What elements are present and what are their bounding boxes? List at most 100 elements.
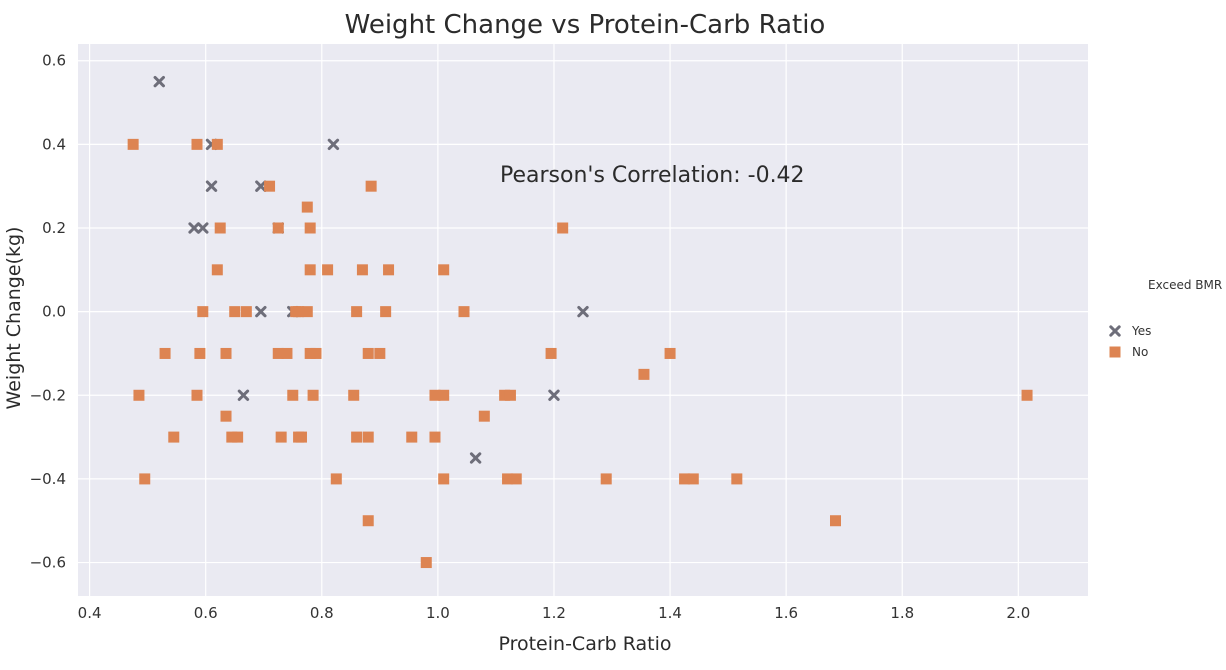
x-tick-label: 1.6 bbox=[774, 604, 798, 622]
data-point-no bbox=[211, 264, 223, 276]
data-point-no bbox=[731, 473, 743, 485]
y-tick-label: 0.2 bbox=[42, 219, 66, 237]
data-point-no bbox=[191, 138, 203, 150]
data-point-yes bbox=[237, 389, 250, 401]
data-point-no bbox=[127, 138, 139, 150]
data-point-no bbox=[272, 222, 284, 234]
y-tick-label: −0.4 bbox=[30, 470, 66, 488]
data-point-yes bbox=[577, 305, 589, 318]
data-point-no bbox=[679, 473, 691, 485]
data-point-no bbox=[830, 515, 841, 527]
data-point-yes bbox=[469, 452, 482, 464]
data-point-yes bbox=[327, 138, 340, 151]
data-point-yes bbox=[205, 180, 218, 192]
y-tick-label: 0.0 bbox=[42, 303, 66, 321]
data-point-no bbox=[383, 264, 395, 276]
x-tick-label: 1.4 bbox=[658, 604, 682, 622]
data-point-no bbox=[211, 138, 223, 150]
data-point-yes bbox=[255, 305, 267, 318]
data-point-yes bbox=[188, 222, 200, 234]
data-point-no bbox=[240, 306, 252, 318]
data-point-no bbox=[1021, 389, 1033, 401]
data-point-no bbox=[362, 431, 374, 443]
data-point-no bbox=[638, 368, 650, 380]
data-point-no bbox=[287, 389, 299, 401]
data-point-no bbox=[133, 389, 145, 401]
x-tick-label: 1.2 bbox=[542, 604, 566, 622]
data-point-no bbox=[478, 410, 490, 422]
data-point-no bbox=[281, 347, 293, 359]
data-point-no bbox=[438, 389, 450, 401]
correlation-annotation: Pearson's Correlation: -0.42 bbox=[500, 163, 805, 188]
data-point-no bbox=[351, 306, 363, 318]
x-tick-label: 2.0 bbox=[1006, 604, 1030, 622]
data-point-yes bbox=[197, 222, 209, 234]
data-point-no bbox=[322, 264, 334, 276]
x-tick-label: 0.6 bbox=[194, 604, 218, 622]
x-tick-label: 1.0 bbox=[426, 604, 450, 622]
data-point-no bbox=[301, 306, 313, 318]
data-point-no bbox=[458, 306, 470, 318]
legend-label-no: No bbox=[1132, 345, 1148, 359]
legend-label-yes: Yes bbox=[1131, 324, 1151, 338]
data-point-no bbox=[304, 222, 316, 234]
data-point-no bbox=[197, 306, 209, 318]
data-point-no bbox=[304, 347, 316, 359]
legend-square-marker bbox=[1109, 346, 1121, 358]
data-point-no bbox=[295, 431, 307, 443]
data-point-no bbox=[406, 431, 418, 443]
y-tick-label: 0.6 bbox=[42, 52, 66, 70]
data-point-no bbox=[301, 201, 313, 213]
chart-title: Weight Change vs Protein-Carb Ratio bbox=[345, 10, 826, 40]
y-tick-labels: 0.6 0.4 0.2 0.0 −0.2 −0.4 −0.6 bbox=[30, 52, 66, 572]
data-point-no bbox=[380, 306, 392, 318]
data-point-no bbox=[159, 347, 171, 359]
data-point-no bbox=[502, 473, 514, 485]
legend-marker-no bbox=[1109, 346, 1121, 358]
data-point-no bbox=[232, 431, 244, 443]
legend-x-marker bbox=[1109, 325, 1121, 337]
data-point-no bbox=[504, 389, 516, 401]
plot-area bbox=[78, 44, 1088, 596]
legend-marker-yes bbox=[1109, 325, 1121, 337]
grid-x bbox=[89, 44, 1019, 596]
legend-title: Exceed BMR bbox=[1148, 278, 1222, 292]
data-point-no bbox=[310, 347, 322, 359]
data-point-no bbox=[307, 389, 319, 401]
data-point-no bbox=[438, 473, 450, 485]
data-point-no bbox=[438, 264, 450, 276]
y-axis-label: Weight Change(kg) bbox=[3, 227, 25, 410]
data-point-no bbox=[214, 222, 226, 234]
data-point-no bbox=[362, 515, 374, 527]
y-tick-label: −0.2 bbox=[30, 386, 66, 404]
data-point-no bbox=[664, 347, 676, 359]
data-point-no bbox=[420, 557, 432, 569]
data-point-no bbox=[330, 473, 342, 485]
data-point-no bbox=[600, 473, 612, 485]
data-point-no bbox=[275, 431, 287, 443]
data-point-no bbox=[229, 306, 241, 318]
data-point-no bbox=[429, 389, 441, 401]
data-point-no bbox=[365, 180, 377, 192]
data-point-no bbox=[510, 473, 522, 485]
data-point-no bbox=[348, 389, 360, 401]
data-points bbox=[127, 75, 1033, 569]
data-point-no bbox=[293, 306, 305, 318]
x-tick-label: 0.4 bbox=[78, 604, 102, 622]
data-point-no bbox=[194, 347, 206, 359]
x-tick-labels: 0.4 0.6 0.8 1.0 1.2 1.4 1.6 1.8 2.0 bbox=[78, 604, 1031, 622]
legend: Exceed BMR Yes No bbox=[1109, 278, 1222, 359]
data-point-no bbox=[139, 473, 151, 485]
x-axis-label: Protein-Carb Ratio bbox=[498, 633, 671, 655]
x-tick-label: 0.8 bbox=[310, 604, 334, 622]
data-point-no bbox=[687, 473, 699, 485]
data-point-no bbox=[191, 389, 203, 401]
data-point-no bbox=[545, 347, 557, 359]
y-tick-label: 0.4 bbox=[42, 135, 66, 153]
data-point-no bbox=[226, 431, 238, 443]
data-point-no bbox=[220, 410, 232, 422]
data-point-no bbox=[499, 389, 511, 401]
data-point-no bbox=[429, 431, 441, 443]
data-point-no bbox=[168, 431, 180, 443]
